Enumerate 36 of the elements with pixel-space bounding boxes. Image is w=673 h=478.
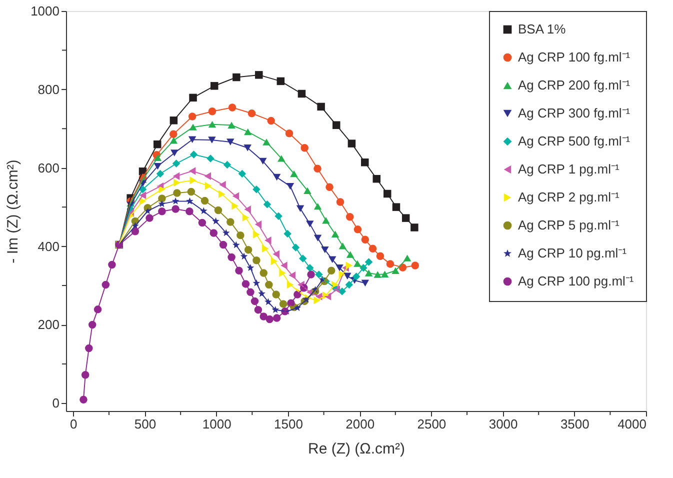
x-tick-label: 500 (134, 416, 156, 432)
point (411, 262, 420, 270)
point (410, 224, 418, 232)
x-tick-label: 3500 (560, 416, 590, 432)
point (255, 71, 263, 79)
x-tick-label: 3000 (488, 416, 518, 432)
legend-label: Ag CRP 300 fg.ml⁻¹ (518, 106, 631, 120)
x-tick-label: 0 (70, 416, 78, 432)
y-axis-title: - Im (Z) (Ω.cm²) (4, 160, 22, 264)
x-tick-label: 4000 (618, 416, 646, 432)
x-tick-label: 1000 (202, 416, 232, 432)
y-tick-label: 0 (52, 396, 60, 411)
y-tick-label: 200 (38, 317, 60, 332)
x-tick-label: 1500 (274, 416, 303, 432)
point (364, 258, 373, 266)
point (80, 396, 88, 404)
point (332, 121, 340, 129)
y-tick-label: 400 (38, 238, 60, 254)
point (327, 266, 336, 274)
x-axis-title: Re (Z) (Ω.cm²) (308, 440, 406, 458)
y-tick-label: 800 (38, 82, 60, 97)
legend-label: Ag CRP 1 pg.ml⁻¹ (518, 162, 620, 176)
legend-label: Ag CRP 10 pg.ml⁻¹ (518, 246, 628, 260)
legend-label: Ag CRP 100 pg.ml⁻¹ (518, 274, 634, 288)
legend-label: Ag CRP 500 fg.ml⁻¹ (518, 134, 631, 148)
legend-label: Ag CRP 5 pg.ml⁻¹ (518, 218, 620, 232)
y-tick-label: 600 (38, 160, 60, 176)
legend-label: BSA 1% (518, 22, 566, 36)
point (307, 270, 315, 278)
x-tick-label: 2500 (417, 416, 446, 432)
y-tick-label: 1000 (30, 4, 60, 18)
legend-label: Ag CRP 100 fg.ml⁻¹ (518, 50, 631, 64)
x-tick-label: 2000 (346, 416, 375, 432)
legend-label: Ag CRP 200 fg.ml⁻¹ (518, 78, 631, 92)
point (364, 270, 373, 276)
legend-label: Ag CRP 2 pg.ml⁻¹ (518, 190, 620, 204)
